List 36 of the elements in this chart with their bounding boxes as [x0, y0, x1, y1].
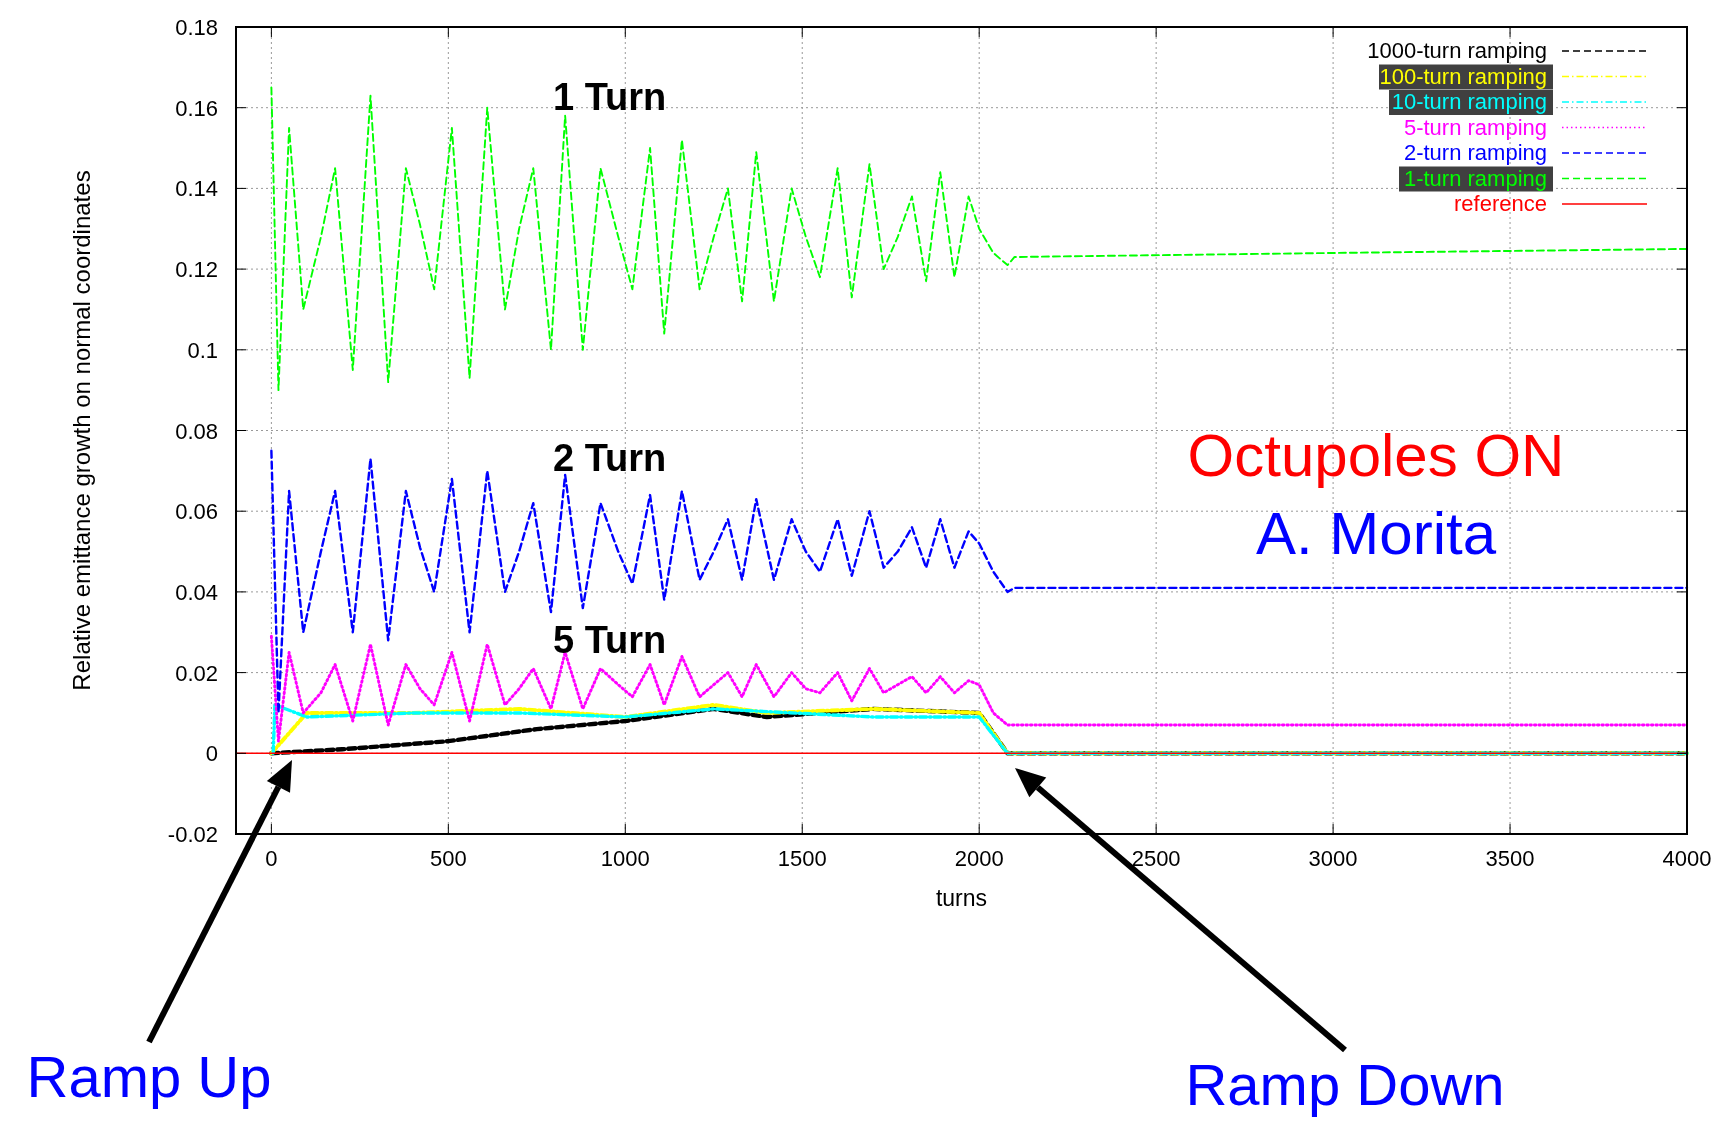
x-axis-title: turns: [935, 885, 988, 911]
text: Ramp Up: [26, 1044, 272, 1109]
legend-label: 10-turn ramping: [1391, 89, 1547, 114]
x-tick-label: 500: [429, 846, 467, 871]
y-tick-label: -0.02: [167, 822, 218, 847]
annotation: Octupoles ON: [1187, 422, 1565, 489]
annotation: 1 Turn: [553, 76, 667, 118]
x-tick-label: 4000: [1662, 846, 1712, 871]
x-tick-label: 2000: [954, 846, 1004, 871]
y-tick-label: 0.04: [175, 579, 218, 605]
x-tick-label: 1000: [600, 846, 650, 871]
y-tick-label: 0.1: [187, 337, 218, 363]
y-tick-label: 0: [205, 741, 218, 767]
x-tick-label: 1500: [777, 846, 827, 871]
x-tick-label: 2500: [1131, 846, 1181, 871]
text: Ramp Down: [1185, 1052, 1505, 1117]
y-tick-label: 0.12: [175, 257, 218, 283]
legend-label: 1-turn ramping: [1403, 165, 1547, 191]
annotation: 2 Turn: [553, 437, 667, 479]
annotation: 5 Turn: [553, 619, 667, 661]
y-tick-label: 0.08: [175, 418, 218, 444]
x-tick-label: 3500: [1485, 846, 1535, 871]
legend-label: 1000-turn ramping: [1367, 38, 1547, 63]
legend-label: 2-turn ramping: [1403, 140, 1547, 165]
legend-label: reference: [1454, 191, 1547, 216]
legend-label: 100-turn ramping: [1379, 63, 1547, 89]
legend-label: 5-turn ramping: [1403, 114, 1547, 140]
annotation: A. Morita: [1255, 500, 1497, 567]
x-tick-label: 3000: [1308, 846, 1358, 871]
y-axis-title: Relative emittance growth on normal coordinates: [68, 170, 95, 691]
y-tick-label: 0.02: [175, 660, 218, 686]
y-tick-label: 0.14: [175, 176, 218, 202]
x-tick-label: 0: [265, 846, 278, 871]
y-tick-label: 0.06: [175, 499, 218, 525]
y-tick-label: 0.18: [175, 15, 218, 40]
y-tick-label: 0.16: [175, 95, 218, 121]
